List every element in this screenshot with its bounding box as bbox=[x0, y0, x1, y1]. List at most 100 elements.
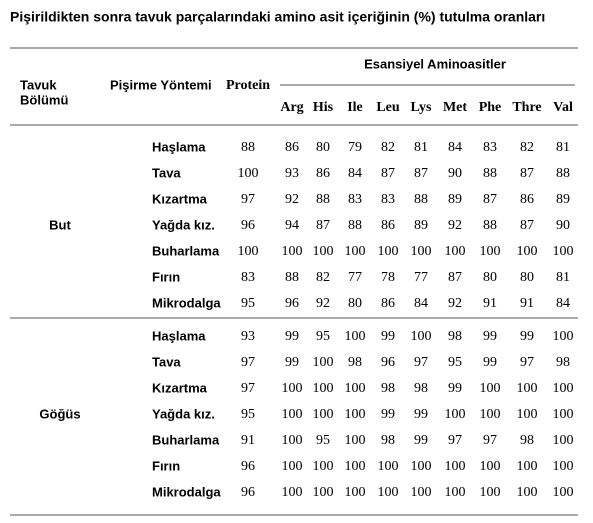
amino-cell: 87 bbox=[414, 166, 428, 181]
amino-cell: 93 bbox=[285, 166, 299, 181]
header-method: Pişirme Yöntemi bbox=[110, 77, 212, 92]
protein-cell: 95 bbox=[241, 296, 255, 311]
amino-cell: 83 bbox=[381, 192, 395, 207]
method: Yağda kız. bbox=[152, 217, 215, 232]
method: Haşlama bbox=[152, 328, 206, 343]
amino-cell: 84 bbox=[448, 140, 462, 155]
amino-cell: 97 bbox=[483, 433, 497, 448]
amino-cell: 81 bbox=[414, 140, 428, 155]
amino-cell: 100 bbox=[313, 407, 334, 422]
protein-cell: 97 bbox=[241, 381, 255, 396]
amino-cell: 100 bbox=[313, 485, 334, 500]
protein-cell: 96 bbox=[241, 459, 255, 474]
method: Yağda kız. bbox=[152, 406, 215, 421]
amino-cell: 100 bbox=[378, 485, 399, 500]
amino-cell: 91 bbox=[520, 296, 534, 311]
amino-cell: 100 bbox=[282, 244, 303, 259]
amino-cell: 100 bbox=[480, 459, 501, 474]
amino-cell: 100 bbox=[517, 407, 538, 422]
amino-cell: 100 bbox=[517, 381, 538, 396]
amino-cell: 89 bbox=[448, 192, 462, 207]
group-name: But bbox=[49, 217, 71, 232]
amino-cell: 84 bbox=[414, 296, 428, 311]
amino-cell: 98 bbox=[348, 355, 362, 370]
amino-cell: 88 bbox=[483, 218, 497, 233]
amino-cell: 100 bbox=[345, 433, 366, 448]
amino-cell: 100 bbox=[378, 244, 399, 259]
amino-cell: 99 bbox=[448, 381, 462, 396]
amino-cell: 99 bbox=[483, 329, 497, 344]
amino-cell: 99 bbox=[414, 407, 428, 422]
amino-cell: 98 bbox=[448, 329, 462, 344]
amino-cell: 99 bbox=[285, 329, 299, 344]
amino-cell: 87 bbox=[316, 218, 330, 233]
method: Tava bbox=[152, 354, 181, 369]
amino-cell: 100 bbox=[345, 459, 366, 474]
amino-cell: 87 bbox=[520, 166, 534, 181]
amino-cell: 99 bbox=[483, 355, 497, 370]
method: Buharlama bbox=[152, 432, 220, 447]
amino-cell: 100 bbox=[445, 244, 466, 259]
protein-cell: 95 bbox=[241, 407, 255, 422]
amino-cell: 100 bbox=[553, 485, 574, 500]
amino-cell: 100 bbox=[553, 407, 574, 422]
amino-cell: 100 bbox=[282, 381, 303, 396]
amino-cell: 100 bbox=[345, 407, 366, 422]
amino-cell: 88 bbox=[414, 192, 428, 207]
amino-cell: 87 bbox=[448, 270, 462, 285]
header-part: Tavuk bbox=[20, 77, 57, 92]
amino-cell: 100 bbox=[553, 459, 574, 474]
amino-cell: 92 bbox=[448, 296, 462, 311]
amino-cell: 83 bbox=[348, 192, 362, 207]
amino-cell: 98 bbox=[556, 355, 570, 370]
method: Kızartma bbox=[152, 380, 208, 395]
amino-cell: 97 bbox=[448, 433, 462, 448]
amino-cell: 88 bbox=[483, 166, 497, 181]
protein-cell: 96 bbox=[241, 218, 255, 233]
method: Tava bbox=[152, 165, 181, 180]
amino-cell: 100 bbox=[282, 485, 303, 500]
amino-cell: 87 bbox=[381, 166, 395, 181]
amino-cell: 100 bbox=[282, 407, 303, 422]
header-protein: Protein bbox=[226, 78, 270, 93]
amino-cell: 100 bbox=[411, 459, 432, 474]
amino-cell: 79 bbox=[348, 140, 362, 155]
header-amino: Ile bbox=[347, 100, 363, 115]
amino-cell: 86 bbox=[381, 218, 395, 233]
protein-cell: 100 bbox=[238, 244, 259, 259]
amino-cell: 100 bbox=[480, 244, 501, 259]
amino-cell: 100 bbox=[313, 244, 334, 259]
amino-cell: 100 bbox=[411, 485, 432, 500]
amino-cell: 87 bbox=[520, 218, 534, 233]
amino-cell: 88 bbox=[316, 192, 330, 207]
protein-cell: 97 bbox=[241, 192, 255, 207]
amino-cell: 84 bbox=[556, 296, 570, 311]
amino-cell: 100 bbox=[553, 433, 574, 448]
amino-cell: 80 bbox=[316, 140, 330, 155]
amino-cell: 97 bbox=[520, 355, 534, 370]
amino-cell: 90 bbox=[556, 218, 570, 233]
amino-cell: 100 bbox=[282, 433, 303, 448]
amino-cell: 98 bbox=[520, 433, 534, 448]
amino-cell: 100 bbox=[480, 381, 501, 396]
amino-cell: 80 bbox=[348, 296, 362, 311]
amino-cell: 88 bbox=[556, 166, 570, 181]
amino-cell: 89 bbox=[556, 192, 570, 207]
protein-cell: 93 bbox=[241, 329, 255, 344]
amino-cell: 86 bbox=[520, 192, 534, 207]
protein-cell: 91 bbox=[241, 433, 255, 448]
header-amino: Lys bbox=[410, 100, 432, 115]
amino-cell: 100 bbox=[517, 485, 538, 500]
amino-cell: 89 bbox=[414, 218, 428, 233]
amino-cell: 100 bbox=[313, 355, 334, 370]
header-amino: His bbox=[313, 100, 334, 115]
amino-cell: 88 bbox=[285, 270, 299, 285]
amino-cell: 96 bbox=[381, 355, 395, 370]
amino-cell: 100 bbox=[517, 459, 538, 474]
amino-cell: 92 bbox=[316, 296, 330, 311]
amino-cell: 84 bbox=[348, 166, 362, 181]
amino-cell: 100 bbox=[480, 407, 501, 422]
amino-cell: 81 bbox=[556, 270, 570, 285]
method: Mikrodalga bbox=[152, 295, 221, 310]
